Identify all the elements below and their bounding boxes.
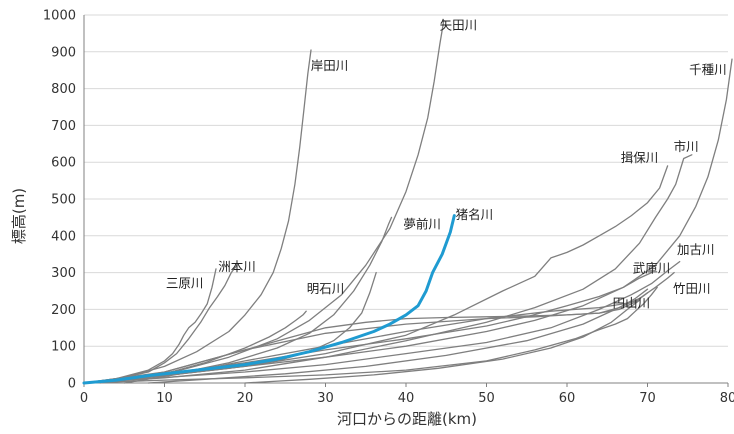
series-line [83, 49, 312, 384]
river-label: 加古川 [677, 242, 715, 257]
x-axis-title: 河口からの距離(km) [337, 410, 477, 428]
series-lines [82, 19, 733, 385]
y-tick-label: 600 [51, 156, 76, 171]
y-tick-label: 300 [51, 266, 76, 281]
river-label: 円山川 [613, 296, 651, 311]
series-line [147, 271, 675, 384]
y-tick-label: 1000 [43, 9, 76, 24]
series-line [82, 214, 456, 385]
river-label: 洲本川 [218, 259, 256, 274]
y-tick-label: 500 [51, 193, 76, 208]
series-line [83, 264, 238, 384]
river-label: 竹田川 [673, 281, 711, 296]
x-tick-label: 20 [237, 391, 254, 406]
river-label: 三原川 [166, 275, 204, 290]
x-tick-label: 50 [478, 391, 495, 406]
x-tick-label: 80 [720, 391, 734, 406]
river-label: 夢前川 [403, 216, 441, 231]
series-line [83, 58, 733, 384]
y-tick-label: 400 [51, 229, 76, 244]
series-line [83, 165, 669, 384]
y-tick-label: 100 [51, 340, 76, 355]
river-label: 市川 [674, 139, 699, 154]
x-tick-label: 70 [639, 391, 656, 406]
series-line [83, 19, 445, 384]
river-label: 明石川 [307, 281, 345, 296]
x-tick-label: 10 [156, 391, 173, 406]
axes: 0 100 200 300 400 500 600 700 800 900 1000 0 10 20 30 4… [43, 9, 734, 407]
y-tick-label: 700 [51, 119, 76, 134]
series-line [83, 286, 658, 384]
y-tick-label: 0 [68, 377, 76, 392]
river-label: 猪名川 [456, 207, 494, 222]
series-line [99, 292, 649, 384]
river-label: 千種川 [689, 62, 727, 77]
y-tick-label: 900 [51, 45, 76, 60]
series-line [83, 260, 681, 384]
river-label: 岸田川 [311, 58, 349, 73]
y-tick-label: 200 [51, 303, 76, 318]
gridlines [84, 14, 728, 384]
x-tick-label: 60 [559, 391, 576, 406]
river-label: 矢田川 [440, 18, 478, 33]
series-line [244, 299, 641, 384]
river-label: 武庫川 [633, 261, 671, 276]
y-tick-label: 800 [51, 82, 76, 97]
series-line [83, 216, 393, 384]
series-line [83, 268, 217, 384]
y-axis-title: 標高(m) [10, 188, 28, 244]
x-tick-label: 0 [80, 391, 88, 406]
x-tick-label: 40 [398, 391, 415, 406]
series-line [83, 154, 693, 384]
series-line [83, 288, 649, 384]
river-label: 揖保川 [621, 150, 659, 165]
x-tick-label: 30 [317, 391, 334, 406]
